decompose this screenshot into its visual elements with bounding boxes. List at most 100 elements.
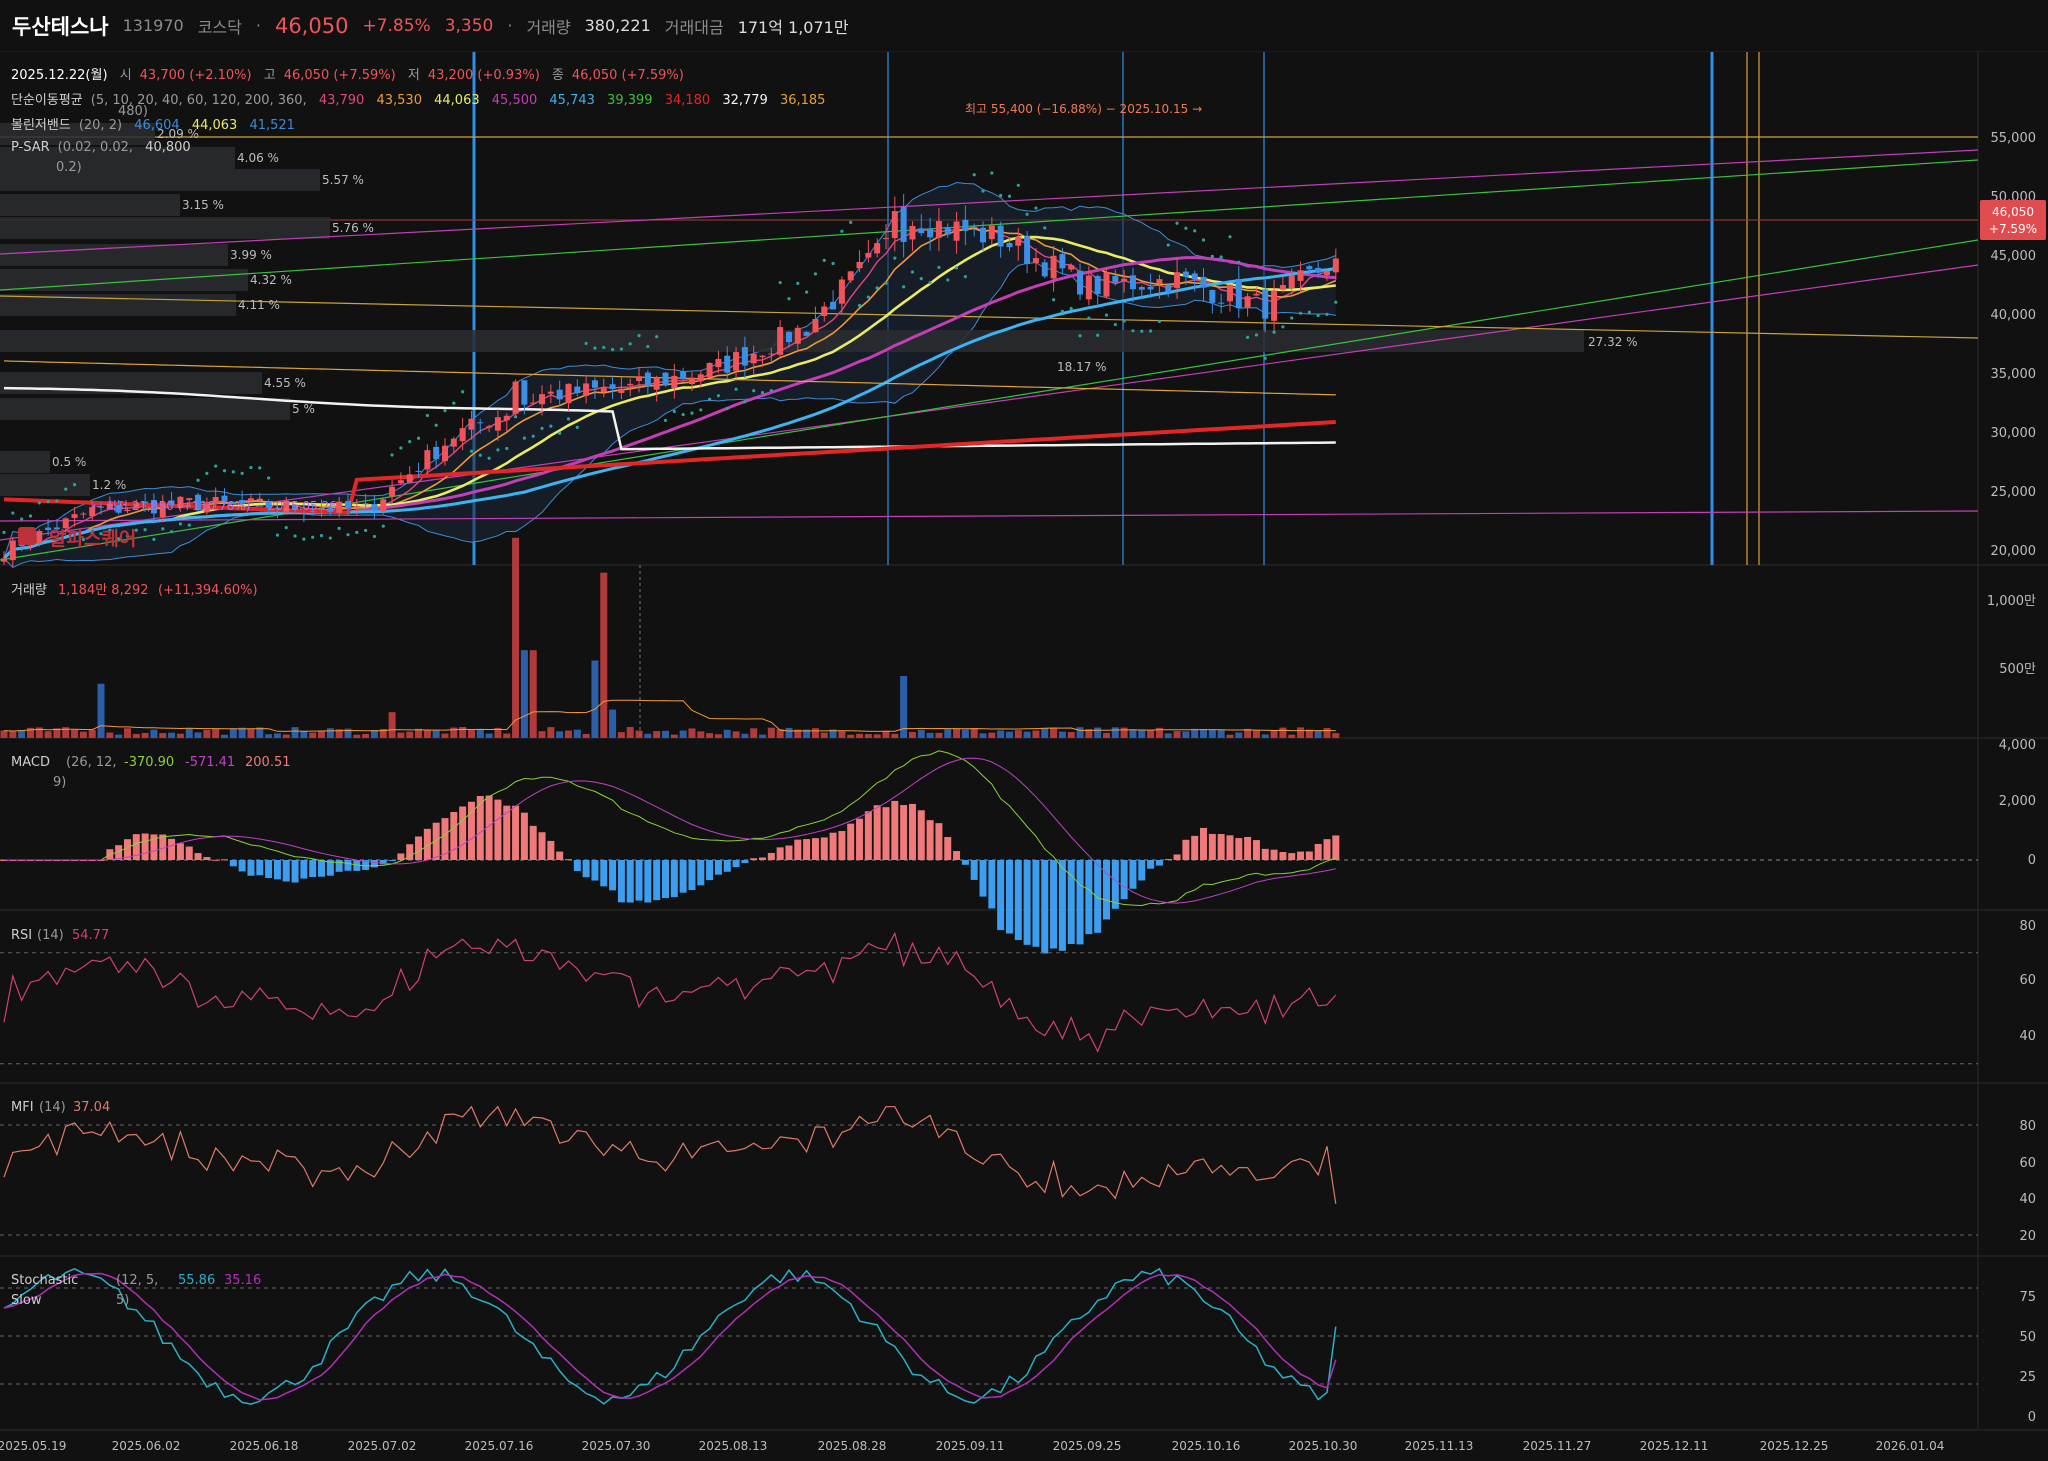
stock-code: 131970: [122, 16, 184, 35]
candle-body: [397, 480, 404, 484]
low-annotation: ← 최저 21,850 (+110.76%) − 2025.05.26: [92, 499, 337, 513]
volume-bar: [988, 732, 996, 738]
candle-body: [247, 498, 254, 501]
candle-body: [203, 503, 210, 513]
candle-body: [265, 501, 272, 509]
volume-bar: [662, 730, 669, 738]
macd-histogram-bar: [811, 838, 819, 860]
price-tag: [1980, 200, 2046, 240]
psar-dot: [752, 389, 756, 393]
volume-bar: [273, 733, 281, 738]
candle-body: [1288, 275, 1295, 289]
macd-histogram-bar: [732, 860, 740, 868]
volume-bar: [1279, 727, 1287, 738]
candle-body: [9, 540, 16, 561]
candle-body: [944, 227, 951, 235]
psar-dot: [416, 436, 421, 440]
psar-dot: [125, 534, 130, 538]
macd-histogram-bar: [935, 823, 943, 860]
candle-body: [98, 506, 105, 508]
candle-body: [274, 507, 281, 509]
volume-axis-tick: 500만: [1999, 662, 2036, 677]
volume-bar: [1226, 734, 1234, 738]
macd-histogram-bar: [635, 860, 643, 901]
volume-label: 거래량: [11, 583, 47, 598]
x-axis-tick: 2025.11.27: [1523, 1439, 1592, 1453]
macd-histogram-bar: [265, 860, 273, 879]
volume-profile-bar-wide: [0, 330, 1584, 352]
psar-dot: [1263, 356, 1267, 360]
volume-bar: [582, 733, 590, 738]
macd-histogram-bar: [415, 836, 423, 860]
psar-dot: [1307, 310, 1311, 314]
candle-body: [380, 499, 387, 512]
candle-body: [177, 496, 184, 508]
psar-dot: [840, 229, 844, 233]
macd-histogram-bar: [706, 860, 714, 881]
candle-body: [1226, 284, 1233, 302]
candle-body: [1103, 272, 1110, 297]
macd-histogram-bar: [1252, 840, 1260, 860]
chart-canvas[interactable]: 2.09 % 4.06 % 5.57 % 3.15 % 5.76 % 3.99 % 4.32…: [0, 52, 2048, 1461]
stock-name[interactable]: 두산테스나: [12, 14, 109, 39]
volume-axis-tick: 1,000만: [1987, 594, 2036, 609]
high-value: 46,050 (+7.59%): [283, 68, 396, 83]
psar-dot: [1069, 306, 1073, 311]
macd-histogram-bar: [591, 860, 599, 881]
price-axis-tick: 45,000: [1991, 249, 2037, 264]
volume-bar: [1067, 731, 1075, 738]
volume-profile-label: 5.57 %: [322, 173, 364, 187]
macd-histogram-bar: [494, 799, 502, 860]
psar-dot: [849, 220, 853, 224]
psar-dot: [1043, 226, 1047, 230]
volume-bar: [476, 729, 484, 738]
rsi-axis-tick: 40: [2019, 1029, 2036, 1044]
x-axis-tick: 2025.10.16: [1172, 1439, 1241, 1453]
volume-profile-label: 0.5 %: [52, 455, 86, 469]
macd-histogram-bar: [988, 860, 996, 909]
x-axis-tick: 2025.07.02: [348, 1439, 417, 1453]
volume-bar: [441, 733, 449, 738]
candle-body: [883, 238, 889, 240]
percent-annotation: 18.17 %: [1057, 360, 1107, 374]
candle-body: [1235, 278, 1242, 309]
macd-histogram-bar: [379, 860, 387, 865]
candle-body: [230, 501, 237, 503]
macd-signal-value: -571.41: [185, 755, 235, 770]
stoch-d-line: [3, 1272, 1337, 1401]
volume-profile-bar: [0, 123, 155, 145]
volume-bar: [432, 729, 440, 738]
separator-dot-2: ·: [507, 16, 513, 35]
rsi-line: [3, 931, 1337, 1053]
stoch-params-2: 5): [116, 1293, 129, 1308]
volume-profile-bar: [0, 474, 90, 496]
volume-profile-bar: [0, 398, 290, 420]
macd-histogram-bar: [176, 843, 184, 860]
volume-profile-bar: [0, 244, 228, 266]
stoch-axis-tick: 50: [2019, 1330, 2036, 1345]
open-value: 43,700 (+2.10%): [139, 68, 252, 83]
candle-body: [53, 527, 60, 530]
psar-dot: [72, 483, 77, 487]
sma-value-5: 43,790: [318, 93, 365, 108]
volume-bar: [1005, 731, 1013, 738]
candle-body: [1129, 275, 1136, 290]
volume-bar: [811, 728, 819, 738]
candle-body: [715, 358, 722, 368]
stoch-k-line: [3, 1267, 1337, 1405]
candle-body: [636, 376, 643, 381]
psar-dot: [302, 537, 306, 541]
macd-histogram-bar: [900, 805, 908, 860]
macd-histogram-bar: [997, 860, 1005, 931]
psar-dot: [240, 471, 244, 475]
high-annotation: 최고 55,400 (−16.88%) − 2025.10.15 →: [965, 102, 1202, 116]
sma-value-200: 34,180: [664, 93, 711, 108]
volume-value: 380,221: [584, 16, 651, 35]
mfi-axis-tick: 60: [2019, 1156, 2036, 1171]
psar-dot: [1325, 312, 1329, 316]
volume-profile-label: 3.99 %: [230, 248, 272, 262]
psar-dot: [505, 446, 509, 451]
trend-channel-line: [0, 510, 1979, 522]
psar-dot: [1290, 316, 1294, 320]
psar-dot: [364, 528, 368, 533]
